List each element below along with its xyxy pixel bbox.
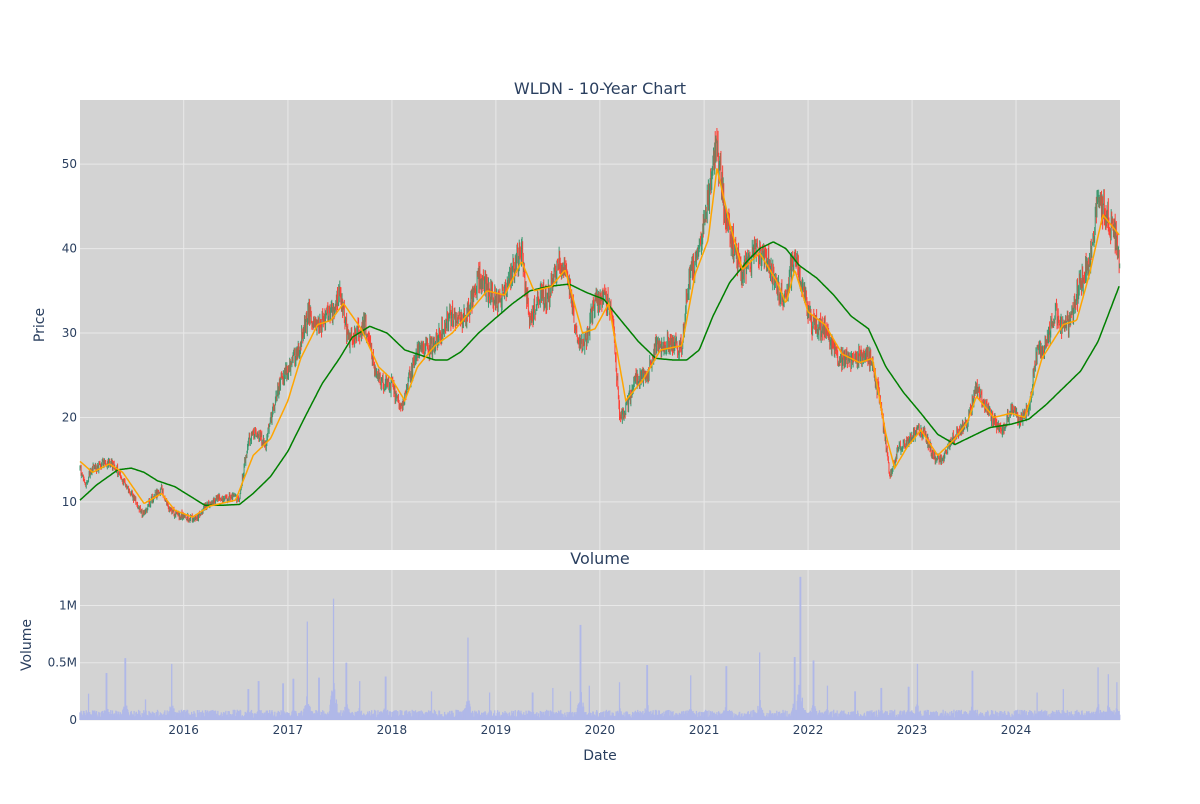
short-moving-average-line [79, 168, 1120, 518]
price-y-axis-title: Price [32, 308, 48, 342]
price-y-tick-label: 20 [62, 410, 77, 424]
x-tick-label: 2019 [481, 723, 512, 737]
price-y-tick-label: 40 [62, 242, 77, 256]
x-tick-label: 2020 [585, 723, 616, 737]
x-axis-title: Date [583, 748, 616, 764]
x-tick-label: 2017 [273, 723, 304, 737]
x-tick-label: 2023 [897, 723, 928, 737]
volume-y-tick-labels: 0 0.5M 1M [48, 598, 77, 727]
volume-y-tick-label: 0.5M [48, 656, 77, 670]
price-grid [80, 100, 1120, 550]
candlesticks [79, 127, 1121, 523]
price-y-tick-labels: 10 20 30 40 50 [62, 157, 77, 509]
x-tick-label: 2021 [689, 723, 720, 737]
x-tick-label: 2016 [168, 723, 199, 737]
chart-title: WLDN - 10-Year Chart [514, 79, 686, 98]
volume-subplot-title: Volume [570, 549, 630, 568]
price-y-tick-label: 10 [62, 495, 77, 509]
long-moving-average-line [79, 241, 1120, 507]
x-tick-label: 2018 [377, 723, 408, 737]
price-y-tick-label: 30 [62, 326, 77, 340]
x-tick-label: 2024 [1001, 723, 1032, 737]
price-y-tick-label: 50 [62, 157, 77, 171]
volume-y-axis-title: Volume [19, 619, 35, 671]
volume-y-tick-label: 1M [59, 598, 77, 612]
volume-y-tick-label: 0 [69, 713, 77, 727]
x-tick-labels: 2016 2017 2018 2019 2020 2021 2022 2023 2024 [168, 723, 1031, 737]
x-tick-label: 2022 [793, 723, 824, 737]
volume-bars [79, 576, 1121, 720]
